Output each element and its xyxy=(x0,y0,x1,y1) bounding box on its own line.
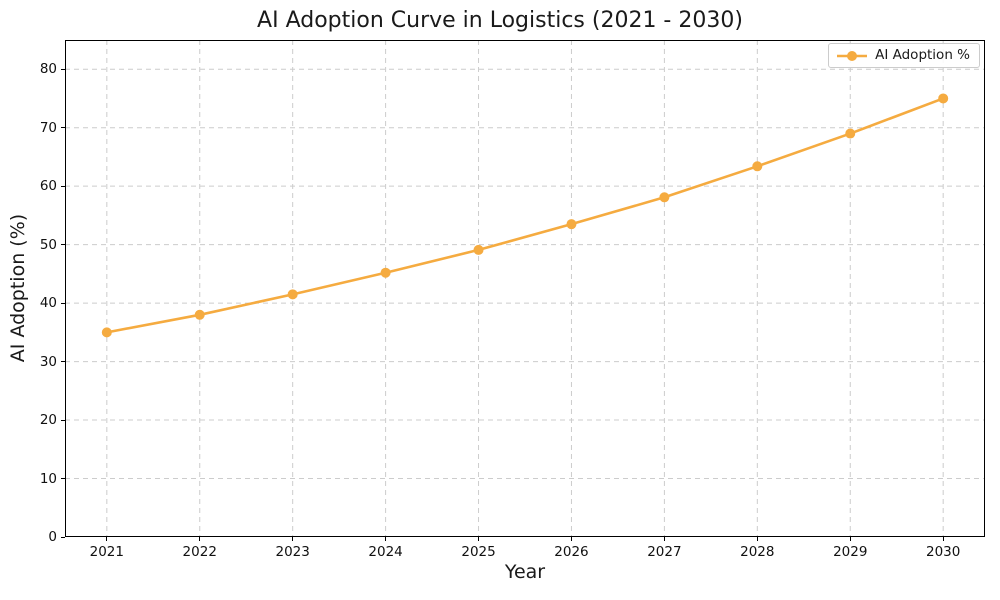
x-tick-label: 2021 xyxy=(89,544,124,560)
series-line xyxy=(106,97,944,334)
x-tick-label: 2024 xyxy=(368,544,403,560)
x-tick-label: 2026 xyxy=(554,544,589,560)
y-tick-label: 20 xyxy=(39,412,57,429)
data-point-marker xyxy=(938,93,949,104)
data-point-marker xyxy=(473,244,484,255)
x-tick-mark xyxy=(199,537,201,541)
y-axis-label: AI Adoption (%) xyxy=(7,213,29,363)
x-tick-mark xyxy=(106,537,108,541)
legend: AI Adoption % xyxy=(828,43,980,68)
x-tick-label: 2027 xyxy=(647,544,682,560)
data-point-marker xyxy=(752,161,763,172)
y-tick-label: 0 xyxy=(48,529,57,545)
x-tick-mark xyxy=(756,537,758,541)
chart-title: AI Adoption Curve in Logistics (2021 - 2… xyxy=(257,8,743,33)
data-point-marker xyxy=(566,219,577,230)
x-tick-label: 2022 xyxy=(182,544,217,560)
x-tick-mark xyxy=(385,537,387,541)
x-tick-mark xyxy=(849,537,851,541)
data-point-marker xyxy=(287,289,298,300)
x-tick-label: 2023 xyxy=(275,544,310,560)
plot-border xyxy=(65,40,985,537)
y-tick-label: 10 xyxy=(39,470,57,487)
legend-label: AI Adoption % xyxy=(875,47,970,63)
plot-canvas xyxy=(65,40,985,537)
data-point-marker xyxy=(101,327,112,338)
x-axis-label: Year xyxy=(504,561,546,583)
x-tick-label: 2029 xyxy=(833,544,868,560)
y-tick-label: 80 xyxy=(39,61,57,78)
data-point-marker xyxy=(845,128,856,139)
y-tick-label: 70 xyxy=(39,119,57,136)
x-tick-mark xyxy=(663,537,665,541)
x-tick-label: 2030 xyxy=(925,544,961,560)
data-point-marker xyxy=(659,192,670,203)
data-point-marker xyxy=(380,267,391,278)
legend-line-marker-icon xyxy=(837,50,868,61)
x-tick-mark xyxy=(942,537,944,541)
legend-marker-sample xyxy=(847,50,858,61)
x-tick-mark xyxy=(292,537,294,541)
x-tick-label: 2025 xyxy=(461,544,496,560)
x-tick-mark xyxy=(570,537,572,541)
y-tick-label: 60 xyxy=(39,178,57,195)
data-point-marker xyxy=(194,309,205,320)
plot-area: AI Adoption % xyxy=(65,40,985,537)
x-tick-mark xyxy=(478,537,480,541)
x-tick-label: 2028 xyxy=(740,544,775,560)
